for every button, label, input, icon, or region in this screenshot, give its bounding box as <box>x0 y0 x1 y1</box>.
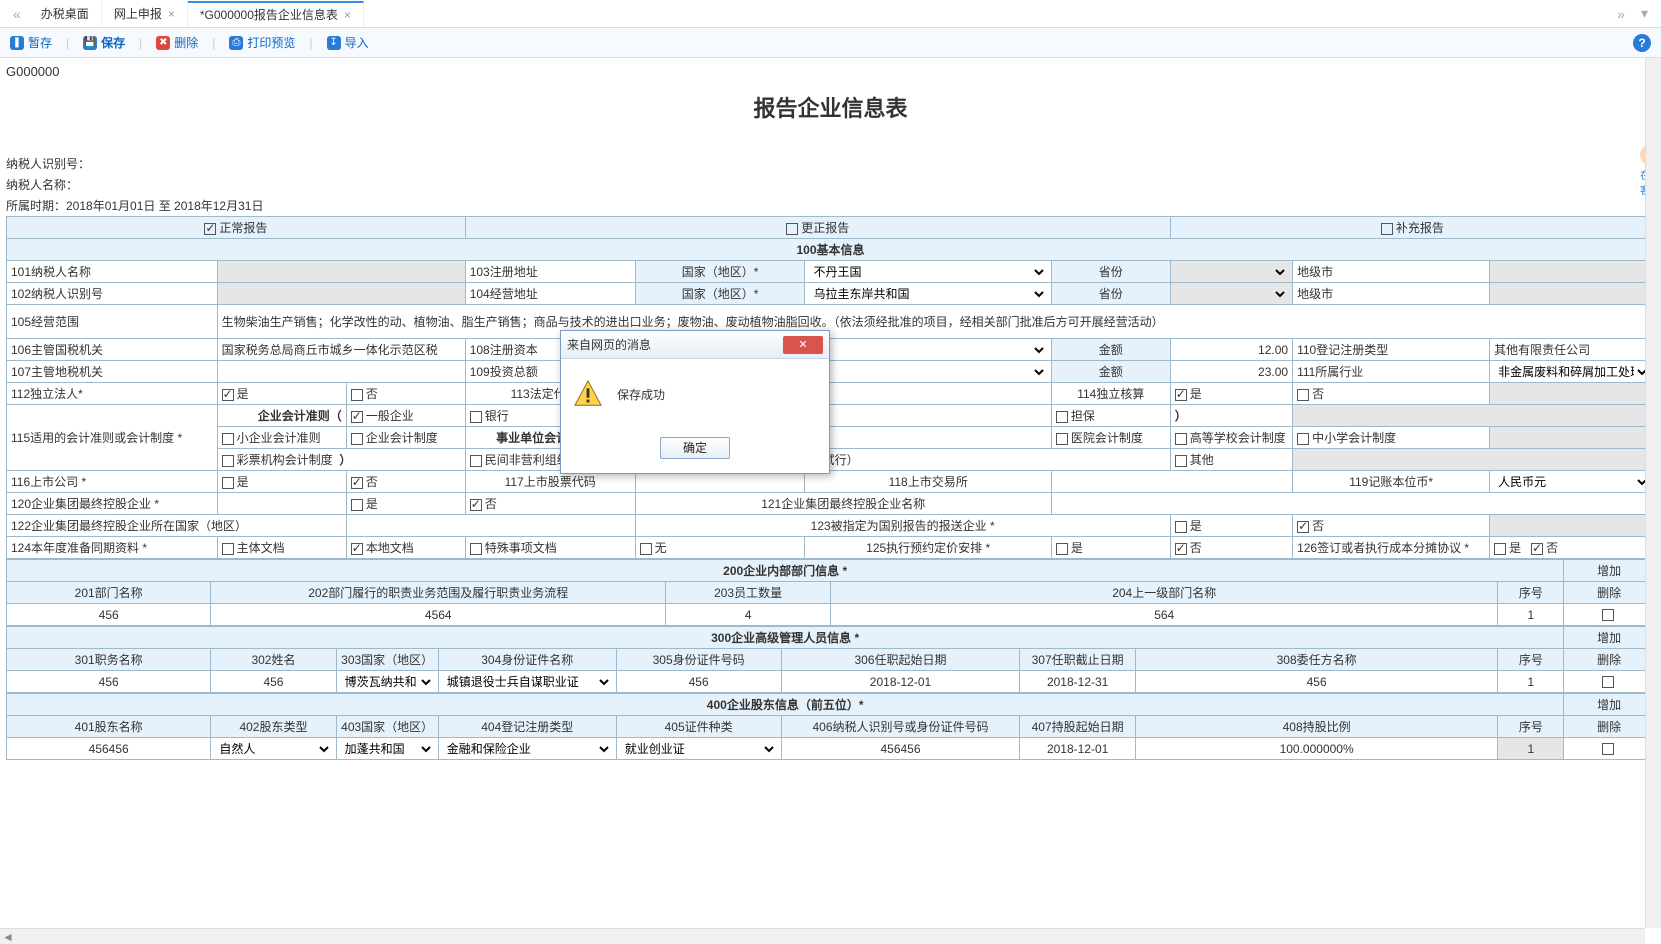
modal-overlay: 来自网页的消息 ✕ 保存成功 确定 <box>0 0 1661 944</box>
dialog-message: 保存成功 <box>617 386 665 403</box>
dialog-titlebar: 来自网页的消息 ✕ <box>561 331 829 359</box>
ok-button[interactable]: 确定 <box>660 437 730 459</box>
warning-icon <box>573 379 603 409</box>
dialog-close-button[interactable]: ✕ <box>783 336 823 354</box>
save-success-dialog: 来自网页的消息 ✕ 保存成功 确定 <box>560 330 830 474</box>
dialog-title: 来自网页的消息 <box>567 336 651 353</box>
